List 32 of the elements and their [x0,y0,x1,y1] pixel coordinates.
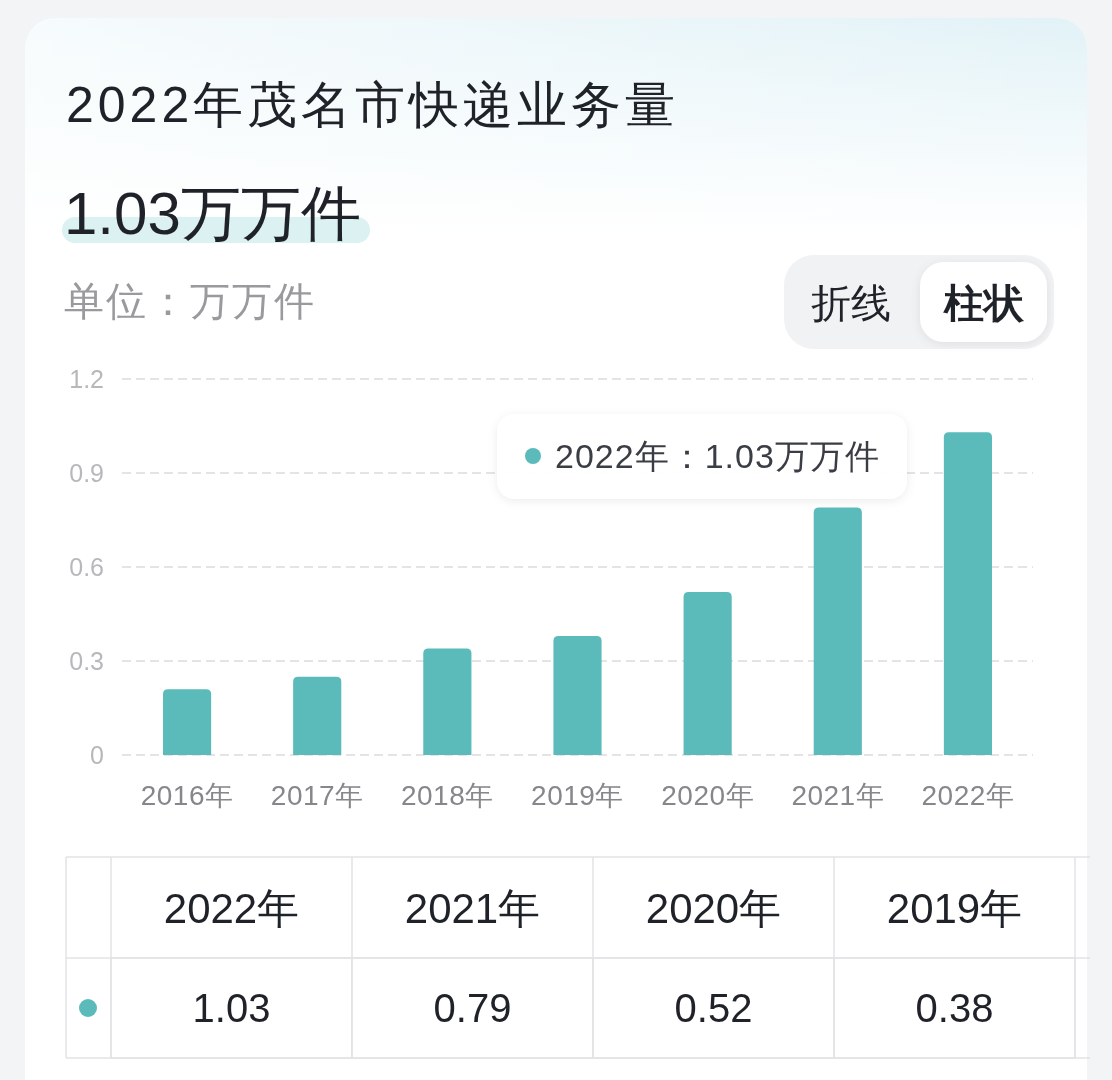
text: 折线 [811,281,891,325]
bar [423,648,472,755]
y-tick-label: 0.9 [69,458,104,487]
y-tick-label: 1.2 [69,364,104,393]
bar [163,689,212,755]
x-tick-label: 2019年 [531,780,624,811]
x-tick-label: 2020年 [645,884,782,932]
bar [943,432,993,755]
bar [683,592,732,755]
y-tick-label: 0.6 [69,552,104,581]
x-tick-label: 2016年 [140,780,234,811]
data-label: 0.52 [674,986,753,1031]
data-label: 0.38 [915,986,994,1031]
bar [293,676,342,755]
x-tick-label: 2020年 [661,780,755,811]
x-tick-label: 2018年 [400,780,494,811]
chart-subtitle: 1.03万万件 [64,180,361,247]
text: 柱状 [943,281,1025,325]
data-label: 0.79 [433,986,512,1031]
x-tick-label: 2021年 [791,780,885,811]
bar [813,507,862,755]
bar [553,635,602,755]
x-tick-label: 2019年 [886,884,1023,932]
x-tick-label: 2021年 [404,884,541,932]
y-tick-label: 0.3 [69,646,104,675]
data-label: 1.03 [192,986,271,1031]
y-tick-label: 0 [90,740,104,769]
chart-title: 2022年茂名市快递业务量 [66,77,680,133]
y-axis-title: 单位：万万件 [64,279,316,323]
x-tick-label: 2017年 [270,780,364,811]
x-tick-label: 2022年 [921,780,1015,811]
x-tick-label: 2022年 [163,884,300,932]
